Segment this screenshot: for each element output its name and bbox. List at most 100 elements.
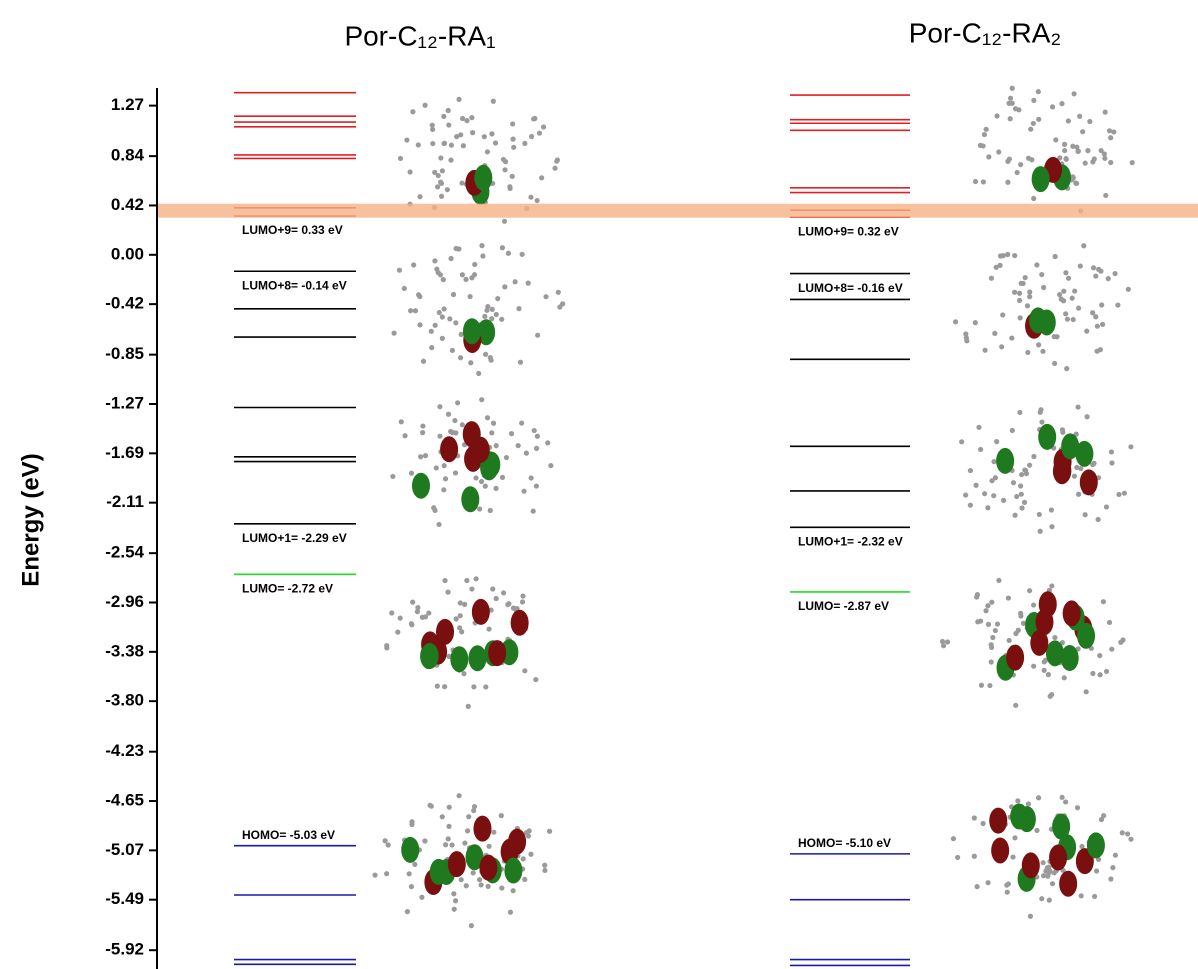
orbital-lobe [430, 859, 448, 885]
atom [1108, 160, 1113, 165]
atom [1096, 517, 1101, 522]
atom [959, 439, 964, 444]
atom [1112, 271, 1117, 276]
atom [1034, 828, 1039, 833]
atom [417, 194, 422, 199]
atom [547, 829, 552, 834]
atom [1025, 350, 1030, 355]
atom [493, 140, 498, 145]
atom [471, 684, 476, 689]
atom [1071, 317, 1076, 322]
atom [470, 130, 475, 135]
atom [491, 830, 496, 835]
atom [990, 635, 995, 640]
atom [469, 275, 474, 280]
atom [442, 463, 447, 468]
atom [989, 642, 994, 647]
atom [506, 601, 511, 606]
atom [1007, 638, 1012, 643]
atom [980, 143, 985, 148]
atom [461, 143, 466, 148]
atom [420, 423, 425, 428]
orbital-lobe [1053, 458, 1071, 484]
atom [996, 578, 1001, 583]
atom [468, 294, 473, 299]
orbital-lobe [1052, 814, 1070, 840]
atom [1075, 805, 1080, 810]
atom [472, 262, 477, 267]
y-tick-label: 1.27 [111, 95, 144, 114]
atom [466, 704, 471, 709]
atom [985, 603, 990, 608]
atom [955, 855, 960, 860]
atom [1010, 86, 1015, 91]
atom [453, 470, 458, 475]
atom [1070, 296, 1075, 301]
atom [539, 175, 544, 180]
atom [436, 522, 441, 527]
atom [1108, 135, 1113, 140]
atom [479, 479, 484, 484]
atom [430, 127, 435, 132]
orbital-lobe [1063, 600, 1081, 626]
orbital-lobe [508, 829, 526, 855]
atom [542, 868, 547, 873]
atom [382, 838, 387, 843]
atom [1092, 156, 1097, 161]
atom [507, 184, 512, 189]
atom [491, 99, 496, 104]
atom [1031, 454, 1036, 459]
atom [1039, 419, 1044, 424]
atom [1098, 269, 1103, 274]
orbital-lobe [1061, 433, 1079, 459]
atom [526, 281, 531, 286]
atom [1041, 860, 1046, 865]
atom [531, 509, 536, 514]
orbital-lobe [1046, 640, 1064, 666]
atom [499, 885, 504, 890]
y-tick-label: -2.96 [105, 592, 144, 611]
atom [1005, 180, 1010, 185]
atom [1031, 196, 1036, 201]
atom [1076, 306, 1081, 311]
atom [1102, 156, 1107, 161]
atom [482, 134, 487, 139]
atom [1108, 876, 1113, 881]
atom [528, 852, 533, 857]
atom [1038, 407, 1043, 412]
atom [991, 493, 996, 498]
atom [1109, 460, 1114, 465]
atom [433, 323, 438, 328]
atom [489, 430, 494, 435]
atom [1015, 170, 1020, 175]
y-axis-title: Energy (eV) [17, 453, 44, 586]
atom [1080, 129, 1085, 134]
atom [534, 483, 539, 488]
atom [994, 439, 999, 444]
atom [518, 360, 523, 365]
atom [1039, 272, 1044, 277]
atom [464, 883, 469, 888]
atom [1008, 116, 1013, 121]
atom [426, 610, 431, 615]
atom [511, 888, 516, 893]
atom [973, 179, 978, 184]
atom [419, 895, 424, 900]
atom [490, 586, 495, 591]
atom [978, 447, 983, 452]
atom [478, 882, 483, 887]
atom [1071, 91, 1076, 96]
atom [482, 314, 487, 319]
atom [532, 428, 537, 433]
atom [483, 484, 488, 489]
atom [438, 155, 443, 160]
atom [1036, 342, 1041, 347]
atom [975, 884, 980, 889]
atom [1065, 317, 1070, 322]
orbital-lobe [1059, 871, 1077, 897]
y-tick-label: 0.00 [111, 244, 144, 263]
atom [452, 418, 457, 423]
atom [1062, 675, 1067, 680]
atom [480, 253, 485, 258]
y-tick-label: -0.42 [105, 294, 144, 313]
